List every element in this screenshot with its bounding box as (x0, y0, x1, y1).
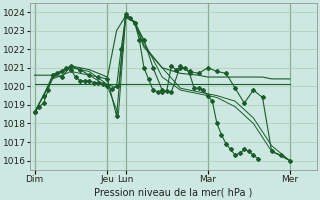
X-axis label: Pression niveau de la mer( hPa ): Pression niveau de la mer( hPa ) (94, 187, 253, 197)
